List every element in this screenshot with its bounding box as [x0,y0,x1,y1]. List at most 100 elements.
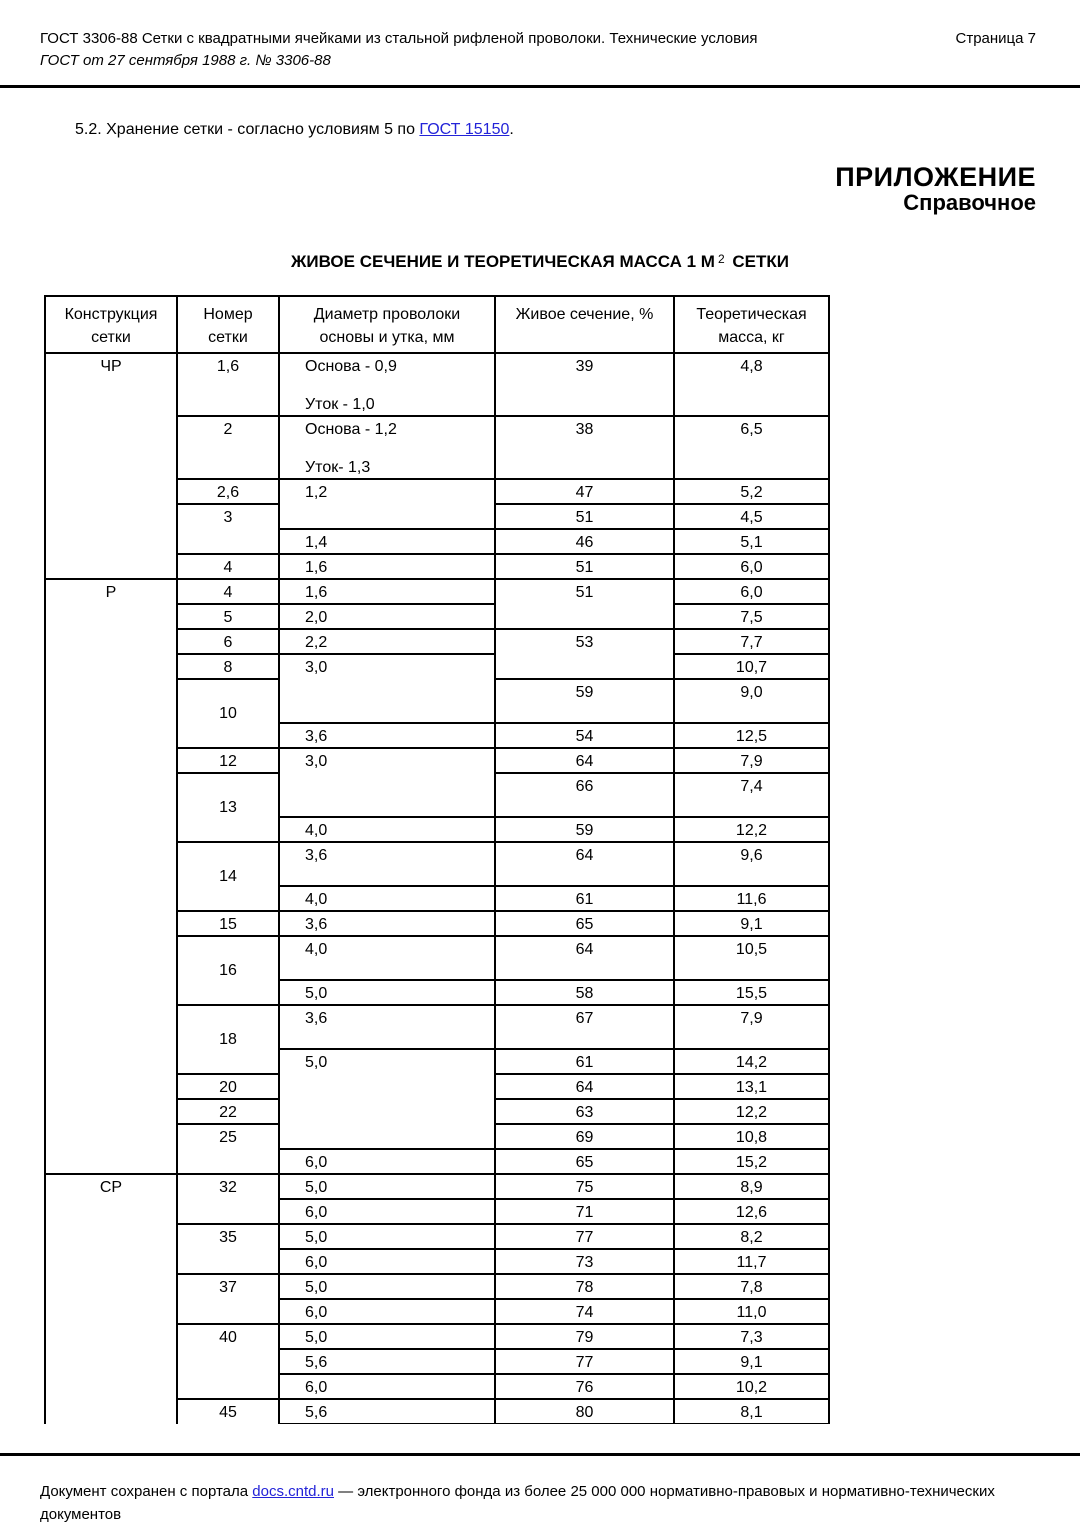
cell-mass: 4,8 [674,353,829,416]
cell-live-section: 59 [495,817,674,842]
cell-live-section: 61 [495,886,674,911]
cell-mesh-number: 37 [177,1274,279,1324]
mesh-parameters-table: Конструкция сетки Номер сетки Диаметр провол… [44,295,830,1424]
cell-mass: 14,2 [674,1049,829,1074]
gost-15150-link[interactable]: ГОСТ 15150 [419,121,510,138]
table-row: 3,6 54 12,5 [45,723,829,748]
cell-wire-diameter: Основа - 0,9 Уток - 1,0 [279,353,495,416]
cell-wire-diameter: 5,0 [279,1324,495,1349]
cell-live-section: 67 [495,1005,674,1049]
table-row: 37 5,0 78 7,8 [45,1274,829,1324]
table-row: 40 5,0 79 7,3 [45,1324,829,1399]
cell-wire-diameter: 1,4 [279,529,495,554]
cell-live-section: 38 [495,416,674,479]
cell-mass: 5,1 [674,529,829,554]
cell-mesh-number: 14 [177,842,279,911]
cell-mesh-number: 2 [177,416,279,479]
annex-block: ПРИЛОЖЕНИЕ Справочное [835,163,1036,215]
table-row: 45 5,6 80 8,1 [45,1399,829,1424]
cell-mesh-number: 6 [177,629,279,654]
cell-live-section: 51 [495,579,674,629]
footer-text-prefix: Документ сохранен с портала [40,1483,253,1500]
table-row: 18 3,6 67 7,9 [45,1005,829,1074]
cell-live-section: 64 [495,842,674,886]
cell-live-section: 47 [495,479,674,504]
cell-mass: 10,5 [674,936,829,980]
cell-construction: ЧР [45,353,177,579]
cell-wire-diameter: 6,0 [279,1249,495,1274]
table-title-text: ЖИВОЕ СЕЧЕНИЕ И ТЕОРЕТИЧЕСКАЯ МАССА 1 М [290,252,715,271]
cell-live-section: 39 [495,353,674,416]
cell-mesh-number: 13 [177,773,279,842]
table-row: 5,0 58 15,5 [45,980,829,1005]
cell-wire-diameter: 1,2 [279,479,495,529]
cell-mesh-number: 32 [177,1174,279,1224]
annex-label: ПРИЛОЖЕНИЕ [835,162,1036,192]
cell-mesh-number: 25 [177,1124,279,1174]
cell-wire-diameter: 5,6 [279,1399,495,1424]
annex-type-label: Справочное [903,190,1036,215]
table-row: 4,0 59 12,2 [45,817,829,842]
table-row: 15 3,6 65 9,1 [45,911,829,936]
cell-live-section: 77 [495,1224,674,1249]
document-header: ГОСТ 3306-88 Сетки с квадратными ячейкам… [40,28,1036,72]
cell-mass: 12,6 [674,1199,829,1224]
cell-wire-diameter: 3,6 [279,723,495,748]
cell-mass: 7,9 [674,748,829,773]
clause-text-suffix: . [509,121,514,138]
cell-mesh-number: 40 [177,1324,279,1399]
table-row: 6,0 73 11,7 [45,1249,829,1274]
cell-mesh-number: 20 [177,1074,279,1099]
clause-text-prefix: 5.2. Хранение сетки - согласно условиям … [75,121,420,138]
cell-mass: 7,8 [674,1274,829,1299]
cell-wire-diameter: 3,6 [279,842,495,886]
cell-wire-diameter: 5,0 [279,1049,495,1149]
table-row: Р 4 1,6 51 6,0 [45,579,829,1174]
table-row: 2 Основа - 1,2 Уток- 1,3 38 6,5 [45,416,829,479]
cell-mass: 7,5 [674,604,829,629]
cell-live-section: 59 [495,679,674,723]
cell-wire-diameter: Основа - 1,2 Уток- 1,3 [279,416,495,479]
cell-mass: 10,8 [674,1124,829,1149]
cell-mass: 9,1 [674,1349,829,1374]
table-row: 5,6 77 9,1 [45,1349,829,1374]
column-header-live-section: Живое сечение, % [495,296,674,353]
docs-cntd-link[interactable]: docs.cntd.ru [252,1483,334,1500]
cell-mass: 12,2 [674,817,829,842]
cell-live-section: 71 [495,1199,674,1224]
cell-mesh-number: 10 [177,679,279,748]
cell-mass: 10,7 [674,654,829,679]
table-row: 2,6 1,2 47 5,2 [45,479,829,529]
document-subtitle: ГОСТ от 27 сентября 1988 г. № 3306-88 [40,52,331,69]
cell-live-section: 65 [495,1149,674,1174]
cell-mass: 6,0 [674,579,829,604]
cell-mesh-number: 3 [177,504,279,554]
table-row: ЧР 1,6 Основа - 0,9 Уток - 1,0 39 4,8 [45,353,829,579]
cell-live-section: 64 [495,748,674,773]
cell-mass: 7,9 [674,1005,829,1049]
cell-mesh-number: 22 [177,1099,279,1124]
table-row: 6 2,2 53 7,7 [45,629,829,679]
cell-mass: 15,5 [674,980,829,1005]
footer-text-line2: документов [40,1506,122,1523]
table-row: 6,0 65 15,2 [45,1149,829,1174]
document-title: ГОСТ 3306-88 Сетки с квадратными ячейкам… [40,30,758,47]
cell-live-section: 51 [495,504,674,529]
table-header-row: Конструкция сетки Номер сетки Диаметр провол… [45,296,829,353]
table-row: 5,0 61 14,2 [45,1049,829,1149]
cell-mesh-number: 4 [177,579,279,604]
cell-mass: 7,7 [674,629,829,654]
cell-live-section: 80 [495,1399,674,1424]
table-row: 35 5,0 77 8,2 [45,1224,829,1274]
cell-mass: 6,0 [674,554,829,579]
table-row: 13 66 7,4 [45,773,829,842]
cell-mass: 7,4 [674,773,829,817]
cell-mass: 12,5 [674,723,829,748]
table-row: 6,0 76 10,2 [45,1374,829,1399]
table-row: 10 59 9,0 [45,679,829,748]
cell-live-section: 64 [495,1074,674,1099]
cell-mass: 9,0 [674,679,829,723]
cell-mesh-number: 35 [177,1224,279,1274]
cell-mesh-number: 45 [177,1399,279,1424]
cell-mesh-number: 18 [177,1005,279,1074]
